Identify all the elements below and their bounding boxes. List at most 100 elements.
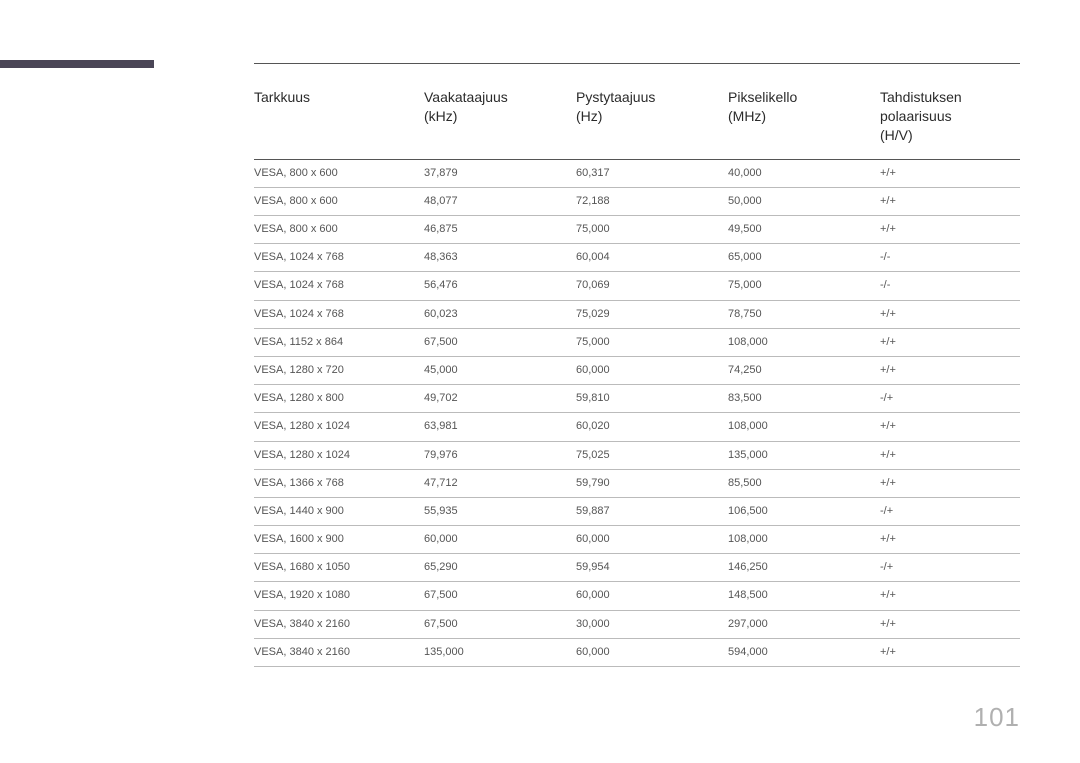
table-cell: -/+ bbox=[880, 554, 1020, 582]
table-cell: 59,810 bbox=[576, 385, 728, 413]
table-cell: 49,500 bbox=[728, 216, 880, 244]
table-cell: VESA, 1024 x 768 bbox=[254, 300, 424, 328]
table-row: VESA, 1680 x 105065,29059,954146,250-/+ bbox=[254, 554, 1020, 582]
table-row: VESA, 1280 x 102479,97675,025135,000+/+ bbox=[254, 441, 1020, 469]
table-cell: VESA, 1280 x 720 bbox=[254, 356, 424, 384]
table-cell: 48,363 bbox=[424, 244, 576, 272]
table-cell: 72,188 bbox=[576, 187, 728, 215]
table-cell: 75,000 bbox=[728, 272, 880, 300]
table-row: VESA, 1280 x 102463,98160,020108,000+/+ bbox=[254, 413, 1020, 441]
col-header-text: Tarkkuus bbox=[254, 89, 310, 105]
table-cell: 49,702 bbox=[424, 385, 576, 413]
table-row: VESA, 1152 x 86467,50075,000108,000+/+ bbox=[254, 328, 1020, 356]
top-rule bbox=[254, 63, 1020, 64]
table-row: VESA, 3840 x 216067,50030,000297,000+/+ bbox=[254, 610, 1020, 638]
table-cell: 60,000 bbox=[576, 526, 728, 554]
table-row: VESA, 1440 x 90055,93559,887106,500-/+ bbox=[254, 497, 1020, 525]
table-cell: 106,500 bbox=[728, 497, 880, 525]
table-cell: 60,317 bbox=[576, 159, 728, 187]
table-cell: VESA, 3840 x 2160 bbox=[254, 638, 424, 666]
table-cell: 594,000 bbox=[728, 638, 880, 666]
table-cell: 50,000 bbox=[728, 187, 880, 215]
table-cell: 79,976 bbox=[424, 441, 576, 469]
table-row: VESA, 1366 x 76847,71259,79085,500+/+ bbox=[254, 469, 1020, 497]
table-cell: 30,000 bbox=[576, 610, 728, 638]
table-cell: 83,500 bbox=[728, 385, 880, 413]
table-cell: 59,954 bbox=[576, 554, 728, 582]
table-cell: +/+ bbox=[880, 300, 1020, 328]
table-cell: 67,500 bbox=[424, 328, 576, 356]
table-row: VESA, 1920 x 108067,50060,000148,500+/+ bbox=[254, 582, 1020, 610]
table-cell: 85,500 bbox=[728, 469, 880, 497]
table-header: Tarkkuus Vaakataajuus (kHz) Pystytaajuus… bbox=[254, 88, 1020, 159]
table-row: VESA, 1600 x 90060,00060,000108,000+/+ bbox=[254, 526, 1020, 554]
table-cell: 74,250 bbox=[728, 356, 880, 384]
table-cell: VESA, 1024 x 768 bbox=[254, 244, 424, 272]
col-header-unit: (H/V) bbox=[880, 127, 913, 143]
table-cell: VESA, 1280 x 800 bbox=[254, 385, 424, 413]
table-cell: 60,000 bbox=[576, 638, 728, 666]
table-cell: 60,000 bbox=[576, 356, 728, 384]
table-cell: 46,875 bbox=[424, 216, 576, 244]
table-cell: 75,025 bbox=[576, 441, 728, 469]
table-cell: 135,000 bbox=[728, 441, 880, 469]
table-cell: 108,000 bbox=[728, 413, 880, 441]
table-cell: 108,000 bbox=[728, 526, 880, 554]
table-cell: 70,069 bbox=[576, 272, 728, 300]
table-cell: 75,029 bbox=[576, 300, 728, 328]
col-header-resolution: Tarkkuus bbox=[254, 88, 424, 159]
table-cell: VESA, 1440 x 900 bbox=[254, 497, 424, 525]
table-cell: VESA, 800 x 600 bbox=[254, 187, 424, 215]
table-cell: 67,500 bbox=[424, 610, 576, 638]
table-cell: +/+ bbox=[880, 610, 1020, 638]
table-container: Tarkkuus Vaakataajuus (kHz) Pystytaajuus… bbox=[254, 88, 1020, 667]
table-cell: +/+ bbox=[880, 159, 1020, 187]
col-header-text: Pystytaajuus bbox=[576, 89, 655, 105]
table-cell: 108,000 bbox=[728, 328, 880, 356]
side-accent-tab bbox=[0, 60, 154, 68]
table-cell: +/+ bbox=[880, 356, 1020, 384]
col-header-text: Tahdistuksen bbox=[880, 89, 962, 105]
col-header-syncpol: Tahdistuksen polaarisuus (H/V) bbox=[880, 88, 1020, 159]
table-cell: +/+ bbox=[880, 216, 1020, 244]
table-cell: +/+ bbox=[880, 582, 1020, 610]
table-cell: 45,000 bbox=[424, 356, 576, 384]
table-row: VESA, 1024 x 76848,36360,00465,000-/- bbox=[254, 244, 1020, 272]
table-cell: 60,000 bbox=[424, 526, 576, 554]
table-cell: 75,000 bbox=[576, 328, 728, 356]
table-cell: +/+ bbox=[880, 441, 1020, 469]
table-cell: VESA, 1024 x 768 bbox=[254, 272, 424, 300]
table-row: VESA, 1280 x 80049,70259,81083,500-/+ bbox=[254, 385, 1020, 413]
table-cell: 59,887 bbox=[576, 497, 728, 525]
col-header-unit: (MHz) bbox=[728, 108, 766, 124]
table-cell: 75,000 bbox=[576, 216, 728, 244]
table-cell: VESA, 1366 x 768 bbox=[254, 469, 424, 497]
table-cell: 60,004 bbox=[576, 244, 728, 272]
col-header-vfreq: Pystytaajuus (Hz) bbox=[576, 88, 728, 159]
table-cell: +/+ bbox=[880, 469, 1020, 497]
col-header-unit: (kHz) bbox=[424, 108, 457, 124]
table-row: VESA, 800 x 60046,87575,00049,500+/+ bbox=[254, 216, 1020, 244]
table-cell: 55,935 bbox=[424, 497, 576, 525]
table-row: VESA, 1024 x 76856,47670,06975,000-/- bbox=[254, 272, 1020, 300]
table-cell: 59,790 bbox=[576, 469, 728, 497]
table-cell: +/+ bbox=[880, 526, 1020, 554]
table-cell: 148,500 bbox=[728, 582, 880, 610]
table-cell: 60,000 bbox=[576, 582, 728, 610]
table-cell: -/+ bbox=[880, 497, 1020, 525]
table-cell: VESA, 3840 x 2160 bbox=[254, 610, 424, 638]
col-header-text: Vaakataajuus bbox=[424, 89, 508, 105]
table-cell: +/+ bbox=[880, 328, 1020, 356]
col-header-unit: (Hz) bbox=[576, 108, 602, 124]
table-cell: VESA, 800 x 600 bbox=[254, 159, 424, 187]
col-header-text2: polaarisuus bbox=[880, 108, 952, 124]
table-cell: +/+ bbox=[880, 187, 1020, 215]
table-cell: 65,290 bbox=[424, 554, 576, 582]
timing-table: Tarkkuus Vaakataajuus (kHz) Pystytaajuus… bbox=[254, 88, 1020, 667]
table-cell: 56,476 bbox=[424, 272, 576, 300]
table-cell: 146,250 bbox=[728, 554, 880, 582]
table-cell: 48,077 bbox=[424, 187, 576, 215]
table-row: VESA, 1280 x 72045,00060,00074,250+/+ bbox=[254, 356, 1020, 384]
table-row: VESA, 800 x 60037,87960,31740,000+/+ bbox=[254, 159, 1020, 187]
table-cell: VESA, 1152 x 864 bbox=[254, 328, 424, 356]
